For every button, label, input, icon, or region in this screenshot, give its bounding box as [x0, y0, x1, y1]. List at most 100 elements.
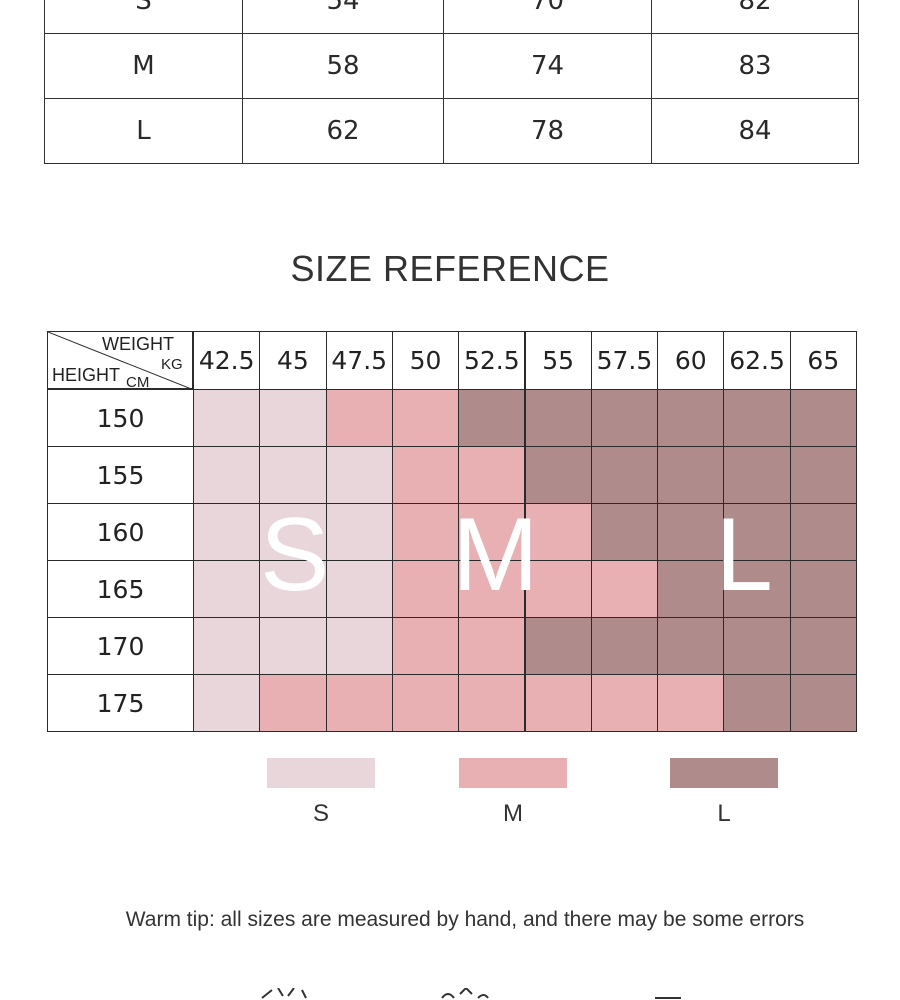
size-cell-l — [723, 674, 791, 732]
weight-header-cell: 60 — [657, 331, 725, 390]
size-cell-m — [524, 674, 592, 732]
size-cell-l — [590, 617, 659, 675]
weight-header-cell: 52.5 — [458, 331, 526, 390]
table-row: S 54 70 82 — [44, 0, 859, 34]
size-cell-m — [391, 446, 460, 504]
value-cell: 84 — [651, 98, 859, 164]
size-cell-s — [193, 617, 261, 675]
size-cell-m — [391, 674, 460, 732]
legend-swatch-s — [267, 758, 375, 788]
measurement-table: S 54 70 82 M 58 74 83 L 62 78 84 — [44, 0, 859, 164]
size-cell-m — [590, 560, 659, 618]
size-cell-s — [193, 674, 261, 732]
weight-header-cell: 55 — [524, 331, 592, 390]
section-title: SIZE REFERENCE — [290, 248, 610, 289]
legend-label-l: L — [717, 800, 731, 827]
size-cell-s — [193, 503, 261, 561]
size-cell: S — [44, 0, 243, 34]
size-cell-l — [657, 560, 725, 618]
size-cell-s — [325, 446, 393, 504]
size-cell-m — [458, 617, 526, 675]
sparkle-icon — [261, 988, 307, 999]
size-cell-s — [325, 560, 393, 618]
size-cell-l — [723, 560, 791, 618]
grid-corner-header: WEIGHT KG HEIGHT CM — [47, 331, 194, 391]
height-header-cell: 165 — [47, 560, 194, 618]
weight-header-cell: 45 — [259, 331, 327, 390]
value-cell: 70 — [443, 0, 652, 34]
size-cell-s — [259, 389, 327, 447]
size-cell-m — [458, 446, 526, 504]
size-cell-s — [259, 446, 327, 504]
legend-label-s: S — [312, 800, 329, 827]
height-header-cell: 160 — [47, 503, 194, 561]
value-cell: 83 — [651, 33, 859, 99]
size-cell-m — [458, 560, 526, 618]
value-cell: 62 — [242, 98, 444, 164]
legend-label-m: M — [503, 800, 523, 827]
size-cell-m — [657, 674, 725, 732]
height-header-cell: 150 — [47, 389, 194, 447]
size-cell-m — [259, 674, 327, 732]
value-cell: 78 — [443, 98, 652, 164]
size-cell-l — [524, 617, 592, 675]
height-label: HEIGHT — [52, 365, 121, 385]
warm-tip-text: Warm tip: all sizes are measured by hand… — [125, 908, 805, 931]
height-header-cell: 170 — [47, 617, 194, 675]
weight-unit: KG — [161, 356, 183, 373]
size-cell-l — [723, 503, 791, 561]
size-cell-l — [723, 617, 791, 675]
height-header-cell: 175 — [47, 674, 194, 732]
size-cell-m — [325, 389, 393, 447]
size-cell-m — [590, 674, 659, 732]
size-cell-l — [723, 446, 791, 504]
leaf-icon — [441, 988, 489, 999]
size-cell-l — [590, 446, 659, 504]
size-cell-l — [657, 389, 725, 447]
value-cell: 74 — [443, 33, 652, 99]
size-cell-l — [789, 389, 857, 447]
table-row: L 62 78 84 — [44, 98, 859, 164]
size-cell-l — [657, 617, 725, 675]
size-cell-m — [391, 503, 460, 561]
size-cell-m — [524, 503, 592, 561]
size-cell-s — [259, 617, 327, 675]
weight-header-cell: 62.5 — [723, 331, 791, 390]
size-cell-m — [458, 503, 526, 561]
value-cell: 58 — [242, 33, 444, 99]
bar-icon — [655, 997, 681, 999]
height-unit: CM — [126, 374, 150, 391]
size-cell-l — [789, 617, 857, 675]
diagonal-divider — [48, 332, 194, 390]
table-row: M 58 74 83 — [44, 33, 859, 99]
weight-header-cell: 47.5 — [325, 331, 393, 390]
size-cell-s — [193, 446, 261, 504]
size-cell-s — [193, 560, 261, 618]
size-cell-l — [657, 446, 725, 504]
size-cell-s — [325, 503, 393, 561]
size-cell-s — [259, 560, 327, 618]
value-cell: 82 — [651, 0, 859, 34]
size-cell-m — [325, 674, 393, 732]
size-reference-grid: WEIGHT KG HEIGHT CM 42.5 45 47.5 50 52.5 55 57… — [47, 331, 857, 732]
size-cell-l — [789, 674, 857, 732]
weight-header-cell: 50 — [391, 331, 460, 390]
size-cell-l — [590, 389, 659, 447]
size-cell-m — [391, 560, 460, 618]
size-cell: M — [44, 33, 243, 99]
size-cell-l — [789, 446, 857, 504]
size-cell-s — [325, 617, 393, 675]
size-cell-l — [789, 560, 857, 618]
size-cell-m — [391, 389, 460, 447]
size-cell-l — [524, 446, 592, 504]
size-cell: L — [44, 98, 243, 164]
size-cell-m — [391, 617, 460, 675]
size-cell-l — [657, 503, 725, 561]
weight-label: WEIGHT — [102, 334, 174, 354]
size-cell-l — [723, 389, 791, 447]
size-cell-l — [789, 503, 857, 561]
size-cell-s — [259, 503, 327, 561]
size-cell-s — [193, 389, 261, 447]
weight-header-cell: 42.5 — [193, 331, 261, 390]
legend-swatch-l — [670, 758, 778, 788]
